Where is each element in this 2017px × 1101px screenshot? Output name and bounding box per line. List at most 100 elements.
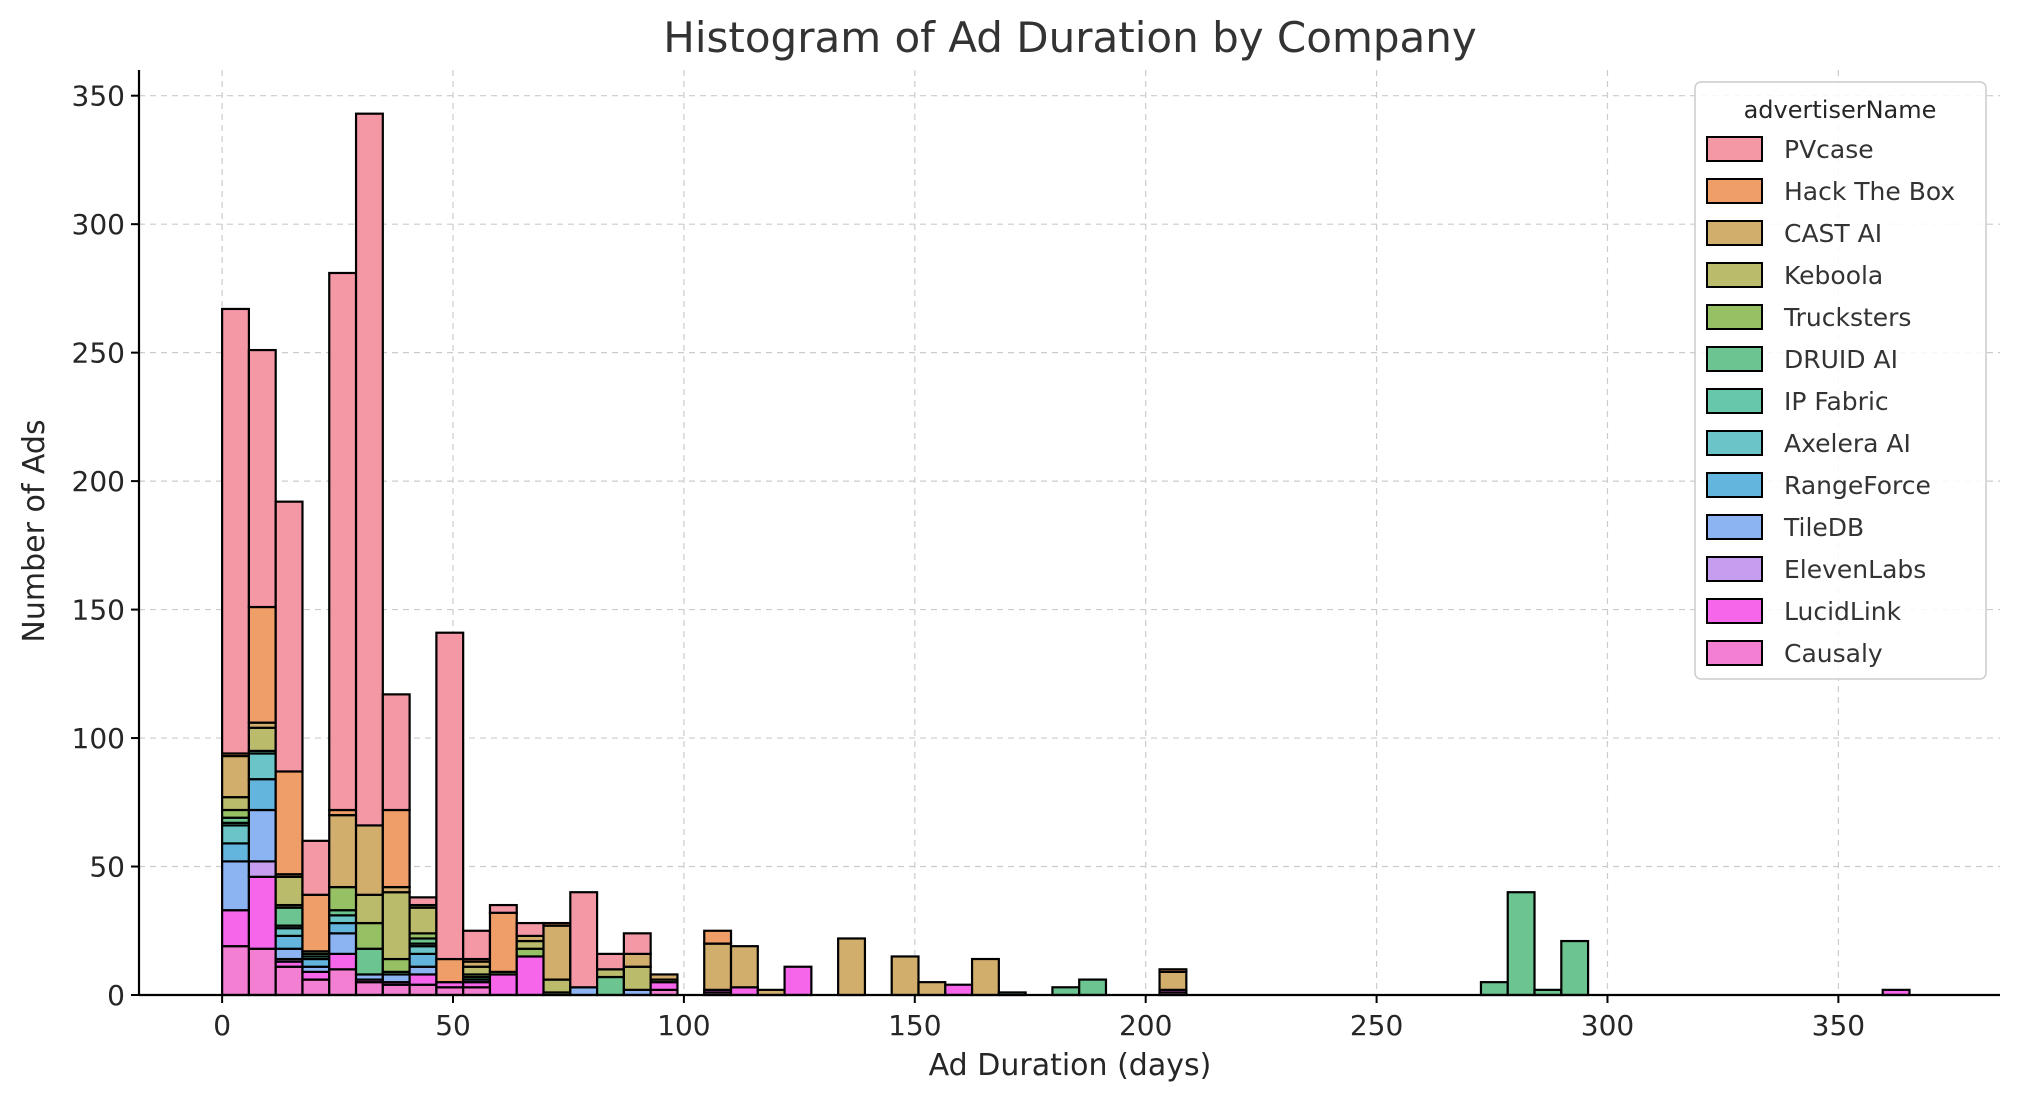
- legend-swatch-keboola: [1706, 262, 1763, 288]
- legend-swatch-pvcase: [1706, 136, 1763, 162]
- histogram-bar-druid-ai: [595, 975, 625, 997]
- legend-label: CAST AI: [1784, 219, 1882, 248]
- histogram-bar-hack-the-box: [1158, 968, 1188, 973]
- histogram-bar-druid-ai: [1479, 981, 1509, 997]
- histogram-bar-druid-ai: [274, 906, 304, 927]
- histogram-bar-lucidlink: [515, 955, 545, 997]
- histogram-bar-tiledb: [381, 973, 411, 984]
- histogram-bar-cast-ai: [1158, 970, 1188, 991]
- histogram-bar-pvcase: [381, 693, 411, 812]
- histogram-bar-trucksters: [381, 957, 411, 973]
- histogram-bar-cast-ai: [970, 957, 1000, 997]
- histogram-bar-keboola: [247, 726, 277, 753]
- y-tick-label: 200: [72, 465, 125, 498]
- legend-swatch-causaly: [1706, 640, 1763, 666]
- legend-label: Hack The Box: [1784, 177, 1955, 206]
- histogram-bar-hack-the-box: [435, 957, 465, 984]
- histogram-bar-pvcase: [595, 952, 625, 971]
- histogram-bar-keboola: [354, 893, 384, 925]
- histogram-bar-axelera-ai: [408, 945, 438, 955]
- chart-title: Histogram of Ad Duration by Company: [663, 13, 1477, 62]
- histogram-bar-lucidlink: [783, 965, 813, 997]
- y-tick-label: 50: [89, 851, 125, 884]
- histogram-bar-pvcase: [462, 929, 492, 961]
- histogram-bar-keboola: [622, 965, 652, 991]
- histogram-bar-tiledb: [328, 932, 358, 955]
- histogram-bar-pvcase: [328, 271, 358, 812]
- histogram-bar-lucidlink: [328, 952, 358, 971]
- legend-label: Keboola: [1784, 261, 1883, 290]
- histogram-bar-axelera-ai: [328, 914, 358, 925]
- histogram-bar-druid-ai: [1506, 891, 1536, 997]
- histogram-bar-causaly: [221, 945, 251, 997]
- histogram-bar-pvcase: [221, 307, 251, 755]
- histogram-bar-lucidlink: [729, 986, 759, 997]
- histogram-bar-elevenlabs: [247, 860, 277, 878]
- legend-frame: [1694, 81, 1987, 680]
- x-tick-label: 250: [1350, 1009, 1403, 1042]
- histogram-bar-causaly: [328, 968, 358, 997]
- y-tick-label: 350: [72, 80, 125, 113]
- histogram-bar-hack-the-box: [247, 605, 277, 724]
- histogram-bar-keboola: [381, 891, 411, 961]
- histogram-bar-lucidlink: [247, 875, 277, 950]
- x-tick-label: 150: [888, 1009, 941, 1042]
- x-tick-label: 100: [657, 1009, 710, 1042]
- histogram-bar-keboola: [462, 965, 492, 976]
- histogram-bar-hack-the-box: [542, 921, 572, 927]
- histogram-bar-keboola: [221, 796, 251, 812]
- legend-swatch-druid-ai: [1706, 346, 1763, 372]
- legend-swatch-tiledb: [1706, 514, 1763, 540]
- legend-swatch-elevenlabs: [1706, 556, 1763, 582]
- legend-items: PVcase Hack The Box CAST AI Keboola Truckste…: [1706, 135, 1955, 668]
- legend-title: advertiserName: [1744, 96, 1937, 124]
- histogram-bar-cast-ai: [622, 952, 652, 968]
- legend-swatch-hack-the-box: [1706, 178, 1763, 204]
- histogram-bar-causaly: [301, 978, 331, 997]
- histogram-bar-pvcase: [274, 500, 304, 773]
- histogram-bar-hack-the-box: [381, 808, 411, 889]
- histogram-bar-causaly: [381, 983, 411, 997]
- histogram-bar-rangeforce: [301, 957, 331, 968]
- histogram-bar-pvcase: [569, 891, 599, 989]
- histogram-bar-lucidlink: [649, 981, 679, 991]
- histogram-bar-cast-ai: [649, 973, 679, 981]
- legend-swatch-rangeforce: [1706, 472, 1763, 498]
- legend-swatch-axelera-ai: [1706, 430, 1763, 456]
- histogram-bar-trucksters: [515, 947, 545, 958]
- legend-label: Trucksters: [1783, 303, 1911, 332]
- histogram-bar-pvcase: [515, 921, 545, 938]
- histogram-bar-cast-ai: [221, 754, 251, 799]
- y-tick-label: 300: [72, 208, 125, 241]
- histogram-bar-druid-ai: [1560, 939, 1590, 997]
- histogram-bar-hack-the-box: [301, 893, 331, 953]
- histogram-bar-pvcase: [301, 839, 331, 896]
- histogram-bar-cast-ai: [328, 814, 358, 889]
- histogram-bar-pvcase: [408, 896, 438, 907]
- histogram-bar-rangeforce: [274, 934, 304, 950]
- y-axis-label: Number of Ads: [17, 419, 52, 642]
- y-tick-label: 250: [72, 337, 125, 370]
- legend: advertiserName PVcase Hack The Box CAST AI…: [1694, 81, 1987, 680]
- histogram-bar-trucksters: [328, 885, 358, 912]
- x-tick-label: 50: [435, 1009, 471, 1042]
- histogram-bar-causaly: [274, 965, 304, 997]
- histogram-bar-rangeforce: [221, 842, 251, 863]
- histogram-bar-axelera-ai: [221, 824, 251, 845]
- legend-swatch-lucidlink: [1706, 598, 1763, 624]
- histogram-bar-keboola: [595, 968, 625, 979]
- histogram-bar-pvcase: [354, 112, 384, 827]
- x-tick-label: 300: [1581, 1009, 1634, 1042]
- axis-layer: 0 50 100 150 200 250 300 350 0 50 100 150 200 250 300 3…: [72, 70, 2000, 1042]
- histogram-bar-cast-ai: [729, 945, 759, 989]
- histogram-bar-tiledb: [247, 808, 277, 863]
- histogram-bar-cast-ai: [890, 955, 920, 997]
- histogram-bar-cast-ai: [542, 924, 572, 981]
- legend-swatch-trucksters: [1706, 304, 1763, 330]
- legend-label: RangeForce: [1784, 471, 1931, 500]
- legend-label: IP Fabric: [1784, 387, 1889, 416]
- histogram-bar-causaly: [354, 981, 384, 997]
- x-tick-label: 200: [1119, 1009, 1172, 1042]
- histogram-bar-pvcase: [247, 348, 277, 609]
